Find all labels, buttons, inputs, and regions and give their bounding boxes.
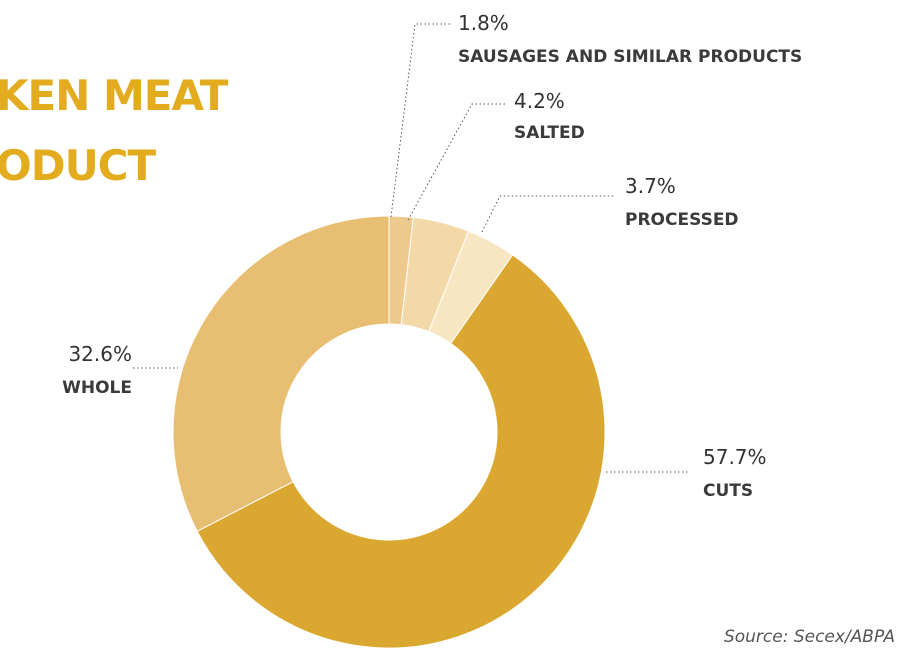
slice-label-whole: 32.6% WHOLE — [62, 342, 132, 398]
leader-sausages — [390, 23, 450, 218]
slice-label-cuts: 57.7% CUTS — [703, 445, 767, 501]
slice-label-sausages: 1.8% SAUSAGES AND SIMILAR PRODUCTS — [458, 11, 802, 67]
slice-category-whole: WHOLE — [62, 378, 132, 398]
chart-title: KEN MEAT ODUCT — [0, 71, 230, 190]
slice-value-whole: 32.6% — [68, 342, 132, 366]
slice-category-cuts: CUTS — [703, 481, 753, 501]
slice-category-sausages: SAUSAGES AND SIMILAR PRODUCTS — [458, 47, 802, 67]
leader-processed — [481, 195, 615, 233]
leader-salted — [407, 103, 505, 221]
title-line-2: ODUCT — [0, 141, 156, 190]
slice-label-processed: 3.7% PROCESSED — [625, 174, 739, 230]
slice-category-processed: PROCESSED — [625, 210, 739, 230]
slice-value-sausages: 1.8% — [458, 11, 509, 35]
slice-value-cuts: 57.7% — [703, 445, 767, 469]
source-note: Source: Secex/ABPA — [724, 627, 895, 647]
title-line-1: KEN MEAT — [0, 71, 229, 120]
donut-slice-whole — [172, 215, 390, 532]
slice-label-salted: 4.2% SALTED — [514, 89, 585, 143]
slice-category-salted: SALTED — [514, 123, 585, 143]
donut-chart — [172, 215, 606, 649]
leader-lines — [133, 23, 690, 473]
donut-slice-cuts — [196, 254, 606, 649]
slice-value-processed: 3.7% — [625, 174, 676, 198]
slice-value-salted: 4.2% — [514, 89, 565, 113]
